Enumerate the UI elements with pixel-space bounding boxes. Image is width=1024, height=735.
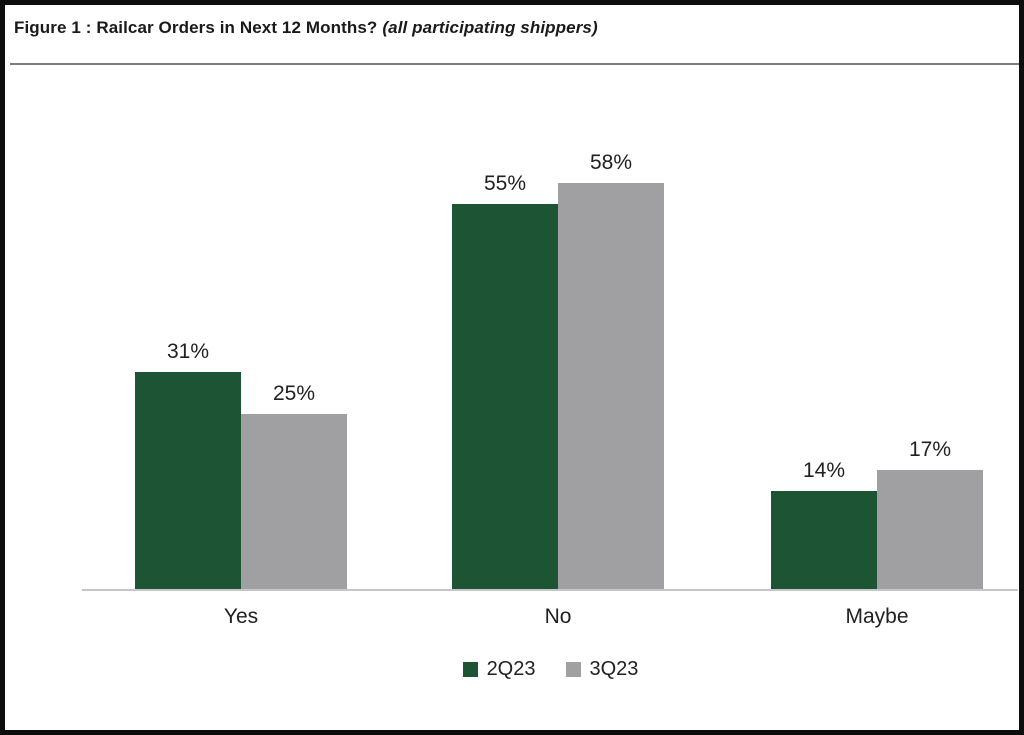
bar-2q23-no [452, 204, 558, 589]
x-axis-label-yes: Yes [223, 605, 259, 628]
legend-item-2q23: 2Q23 [462, 658, 536, 681]
bar-value-label: 58% [589, 151, 633, 174]
bar-value-label: 55% [483, 172, 527, 195]
chart-legend: 2Q23 3Q23 [82, 658, 1019, 681]
bar-3q23-maybe [877, 470, 983, 589]
title-separator [10, 63, 1019, 65]
bar-value-label: 25% [272, 382, 316, 405]
figure-title-main: Figure 1 : Railcar Orders in Next 12 Mon… [14, 18, 378, 37]
bar-chart: 31% 25% 55% 58% 14% 17% [5, 5, 1019, 591]
legend-swatch-icon [462, 662, 478, 677]
figure-title-note: (all participating shippers) [382, 18, 598, 37]
bar-2q23-maybe [771, 491, 877, 589]
x-axis-label-maybe: Maybe [845, 605, 909, 628]
bar-3q23-no [558, 183, 664, 589]
legend-item-3q23: 3Q23 [565, 658, 639, 681]
x-axis-line [82, 589, 1018, 591]
bar-value-label: 31% [166, 340, 210, 363]
bar-value-label: 17% [908, 438, 952, 461]
x-axis-label-no: No [544, 605, 572, 628]
legend-label: 2Q23 [486, 658, 536, 680]
figure-title: Figure 1 : Railcar Orders in Next 12 Mon… [14, 18, 598, 38]
legend-swatch-icon [565, 662, 581, 677]
bar-3q23-yes [241, 414, 347, 589]
legend-label: 3Q23 [589, 658, 639, 680]
bar-value-label: 14% [802, 459, 846, 482]
figure-panel: Figure 1 : Railcar Orders in Next 12 Mon… [5, 5, 1019, 730]
bar-2q23-yes [135, 372, 241, 589]
